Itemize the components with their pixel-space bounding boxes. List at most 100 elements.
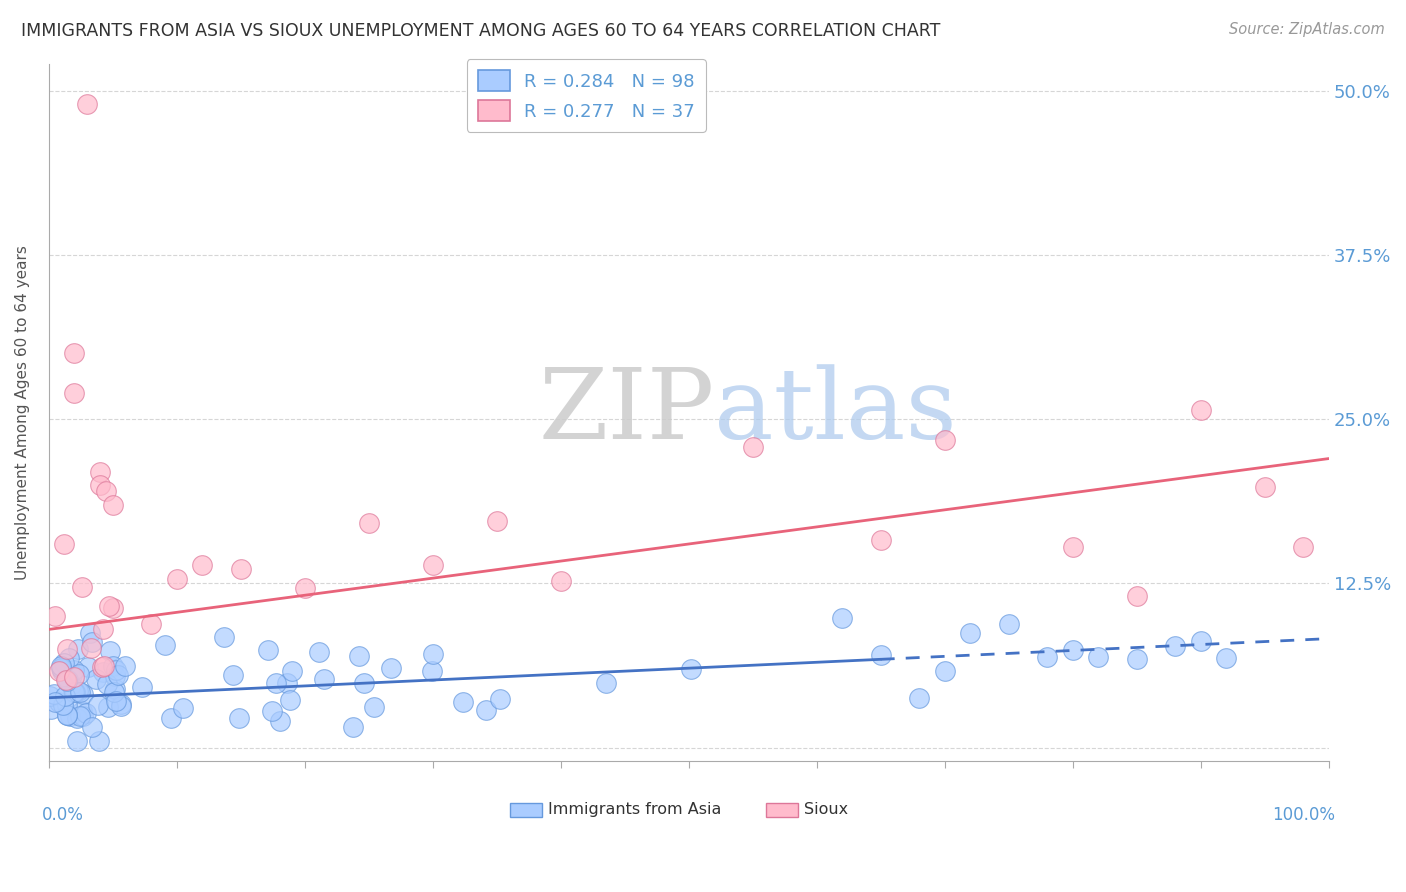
Point bbox=[349, 649, 371, 664]
Point bbox=[48, 664, 70, 678]
Point bbox=[66, 711, 89, 725]
Point bbox=[63, 663, 86, 677]
Point bbox=[90, 659, 112, 673]
Point bbox=[101, 600, 124, 615]
Point bbox=[908, 691, 931, 706]
Point bbox=[1189, 403, 1212, 417]
Point bbox=[228, 711, 250, 725]
Point bbox=[212, 630, 235, 644]
Point bbox=[104, 682, 127, 697]
Point bbox=[1126, 589, 1149, 603]
Point bbox=[172, 701, 194, 715]
Point bbox=[80, 635, 103, 649]
Point bbox=[312, 673, 335, 687]
Point bbox=[222, 668, 245, 682]
Point bbox=[679, 662, 702, 676]
Point bbox=[101, 659, 124, 673]
Point bbox=[420, 664, 443, 678]
Point bbox=[89, 465, 111, 479]
Point bbox=[114, 659, 136, 673]
Point bbox=[53, 657, 76, 671]
Text: 100.0%: 100.0% bbox=[1272, 806, 1336, 824]
Point bbox=[1292, 540, 1315, 554]
Point bbox=[959, 626, 981, 640]
Point bbox=[1036, 650, 1059, 665]
Y-axis label: Unemployment Among Ages 60 to 64 years: Unemployment Among Ages 60 to 64 years bbox=[15, 245, 30, 580]
Point bbox=[72, 705, 94, 719]
Point bbox=[257, 643, 280, 657]
Point bbox=[353, 676, 375, 690]
Point bbox=[489, 692, 512, 706]
Text: Source: ZipAtlas.com: Source: ZipAtlas.com bbox=[1229, 22, 1385, 37]
Point bbox=[79, 640, 101, 655]
FancyBboxPatch shape bbox=[509, 803, 541, 816]
Point bbox=[1164, 639, 1187, 653]
Point bbox=[59, 678, 82, 692]
Point bbox=[89, 478, 111, 492]
Legend: R = 0.284   N = 98, R = 0.277   N = 37: R = 0.284 N = 98, R = 0.277 N = 37 bbox=[467, 60, 706, 132]
Point bbox=[80, 720, 103, 734]
Point bbox=[159, 711, 181, 725]
Point bbox=[363, 700, 385, 714]
Point bbox=[75, 706, 97, 721]
Point bbox=[51, 658, 73, 673]
Point bbox=[104, 669, 127, 683]
Point bbox=[103, 684, 125, 698]
Point bbox=[997, 617, 1019, 632]
Point bbox=[97, 700, 120, 714]
Point bbox=[281, 665, 304, 679]
Text: atlas: atlas bbox=[714, 365, 957, 460]
Point bbox=[77, 659, 100, 673]
Point bbox=[63, 385, 86, 400]
Point bbox=[49, 661, 72, 675]
Point bbox=[72, 686, 94, 700]
Point bbox=[56, 698, 79, 712]
Point bbox=[41, 702, 63, 716]
Point bbox=[55, 708, 77, 723]
Point bbox=[56, 642, 79, 657]
Point bbox=[1087, 650, 1109, 665]
Point bbox=[1215, 651, 1237, 665]
Text: Sioux: Sioux bbox=[804, 802, 848, 817]
Point bbox=[380, 661, 402, 675]
Text: Immigrants from Asia: Immigrants from Asia bbox=[548, 802, 721, 817]
Point bbox=[153, 638, 176, 652]
Point bbox=[269, 714, 291, 728]
Point bbox=[48, 695, 70, 709]
Point bbox=[276, 676, 298, 690]
Point bbox=[831, 611, 853, 625]
Point bbox=[475, 703, 498, 717]
Point bbox=[67, 666, 90, 681]
Point bbox=[1062, 643, 1084, 657]
Text: ZIP: ZIP bbox=[538, 365, 714, 460]
Point bbox=[229, 562, 252, 576]
Point bbox=[59, 709, 82, 723]
Point bbox=[105, 694, 128, 708]
Point bbox=[422, 647, 444, 661]
Point bbox=[65, 685, 87, 699]
Point bbox=[76, 96, 98, 111]
Point bbox=[595, 676, 617, 690]
Point bbox=[93, 659, 115, 673]
Point bbox=[91, 665, 114, 680]
Point bbox=[266, 676, 288, 690]
Point bbox=[308, 645, 330, 659]
Point bbox=[55, 673, 77, 687]
Point bbox=[1189, 634, 1212, 648]
Point bbox=[422, 558, 444, 572]
Point bbox=[56, 708, 79, 723]
Point bbox=[357, 516, 380, 531]
Point bbox=[69, 709, 91, 723]
Point bbox=[69, 685, 91, 699]
Point bbox=[52, 696, 75, 710]
Point bbox=[66, 642, 89, 657]
Point bbox=[39, 689, 62, 703]
Point bbox=[191, 558, 214, 572]
Point bbox=[65, 734, 87, 748]
Point bbox=[98, 644, 121, 658]
Point bbox=[53, 537, 76, 551]
Point bbox=[101, 498, 124, 512]
Point bbox=[1254, 479, 1277, 493]
Point bbox=[1126, 652, 1149, 666]
Point bbox=[56, 673, 79, 687]
